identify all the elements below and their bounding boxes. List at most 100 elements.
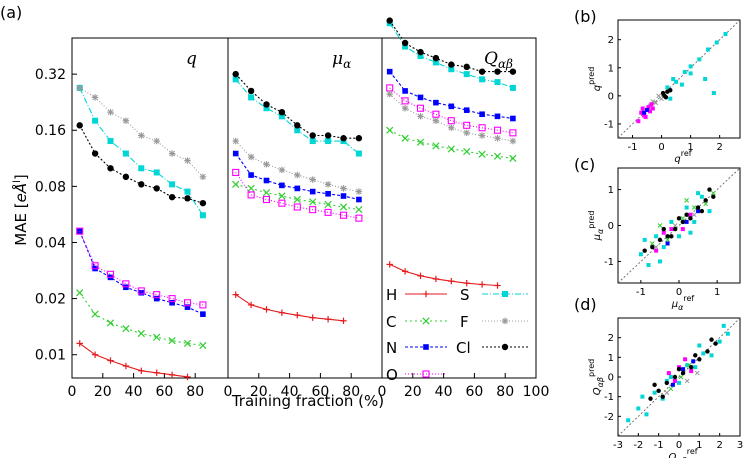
marker-point [501,343,509,351]
marker-point [122,325,130,333]
marker-point [355,214,363,222]
scatter-point [665,237,670,243]
scatter-y-label: qpred [587,67,603,92]
series-line [235,294,344,322]
marker-point [479,76,486,83]
x-tick-label: 3 [737,440,743,451]
panel-label: (c) [574,155,595,174]
x-tick-label: 0 [658,142,664,153]
scatter-point [714,40,719,45]
marker-point [417,94,424,101]
legend-entry-O: O [386,366,447,384]
scatter-point [691,205,697,210]
scatter-point [657,237,663,243]
marker-point [478,150,486,158]
marker-point [402,88,408,94]
scatter-point [636,119,641,124]
marker-point [510,138,516,144]
y-tick-label: 0.16 [35,123,66,139]
scatter-point [688,212,693,217]
marker-point [402,43,409,50]
y-tick-label: 0.01 [35,348,66,364]
marker-point [248,94,255,101]
marker-point [232,150,239,157]
scatter-series-O [654,212,693,253]
marker-point [278,113,285,120]
scatter-point [672,226,678,232]
scatter-point [684,219,689,224]
marker-point [401,134,409,142]
scatter-point [707,187,712,192]
marker-point [153,291,161,299]
scatter-point [696,209,701,214]
scatter-point [703,77,708,81]
scatter-point [688,71,693,76]
scatter-point [668,96,673,101]
marker-point [509,154,517,163]
x-tick-label: 1 [696,440,702,451]
scatter-point [680,219,686,225]
marker-point [122,173,130,181]
marker-point [309,188,316,195]
scatter-frame [617,19,741,139]
series-N [76,228,206,317]
marker-point [463,71,470,78]
scatter-series-Cl [660,88,673,100]
subplot-3: Qαβ [386,17,517,289]
marker-point [168,337,176,345]
ylabel-sup: pred [587,359,596,377]
scatter-point [654,234,659,239]
scatter-point [654,248,659,253]
legend-label: N [386,339,397,357]
marker-point [401,97,409,105]
scatter-series-N [665,209,701,246]
scatter-point [691,212,697,218]
scatter-series-C [668,362,692,392]
series-Cl [386,17,517,75]
marker-point [248,172,254,178]
y-tick-label: 0.08 [35,179,66,195]
marker-point [184,157,191,164]
marker-point [417,53,424,60]
scatter-series-F [664,370,700,396]
scatter-x-label: qref [674,149,691,165]
marker-point [356,188,362,195]
scatter-point [665,85,670,90]
scatter-point [684,378,690,384]
x-tick-label: 2 [716,142,722,153]
marker-point [340,185,347,192]
legend-entry-N: N [386,339,447,357]
marker-point [232,168,240,176]
x-axis-title: Training fraction (%) [231,392,384,410]
marker-point [184,304,191,310]
series-line [235,183,359,211]
scatter-point [678,374,684,380]
marker-point [355,206,363,214]
marker-point [138,165,145,172]
marker-point [247,191,255,199]
scatter-point [652,390,657,395]
marker-point [417,48,424,56]
marker-point [76,122,83,129]
series-H [386,261,501,289]
scatter-point [682,69,687,74]
scatter-point [669,227,674,232]
marker-point [153,295,160,302]
scatter-point [684,205,689,210]
scatter-x-label: μαref [671,294,695,312]
y-tick-label: 0.02 [35,292,66,308]
marker-point [433,117,439,124]
marker-point [463,107,470,113]
scatter-point [626,418,631,423]
x-tick-label: -3 [613,440,623,451]
marker-point [433,99,439,106]
legend-entry-C: C [386,313,447,331]
legend-label: F [460,313,469,331]
scatter-point [672,223,678,228]
marker-point [92,94,98,101]
marker-point [263,101,270,108]
scatter-point [668,88,673,93]
marker-point [262,195,271,204]
diagonal-line [617,317,741,437]
legend-label: O [386,366,398,384]
